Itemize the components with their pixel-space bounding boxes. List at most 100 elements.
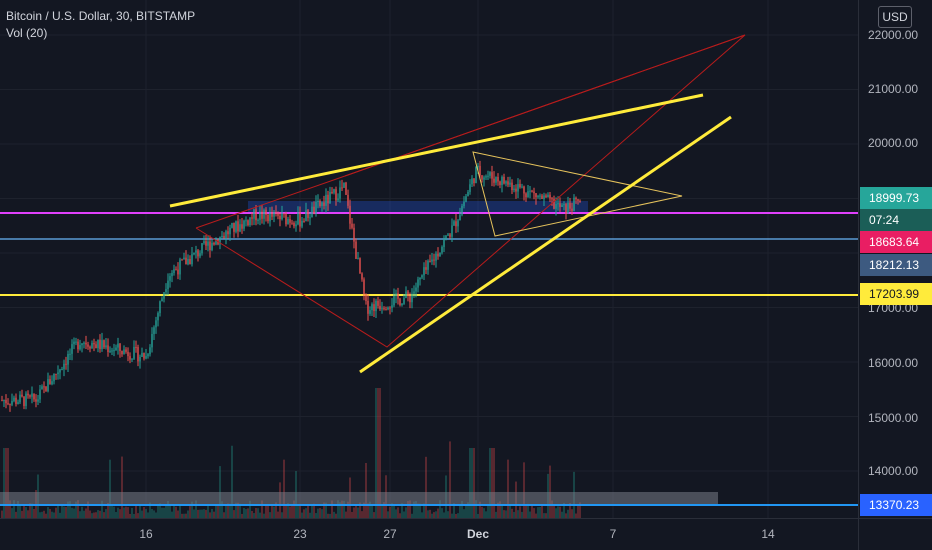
currency-button[interactable]: USD	[878, 6, 912, 28]
volume-bar	[497, 502, 499, 518]
volume-bar	[121, 456, 123, 518]
volume-indicator-label[interactable]: Vol (20)	[6, 26, 48, 40]
volume-bar	[541, 505, 543, 518]
volume-bar	[463, 509, 465, 518]
volume-bar	[307, 504, 309, 518]
candle-body	[109, 350, 111, 352]
candle-body	[1, 400, 3, 402]
candle-body	[101, 340, 103, 349]
volume-bar	[319, 508, 321, 518]
volume-bar	[185, 513, 187, 518]
candle-body	[107, 345, 109, 352]
candle-body	[565, 204, 567, 214]
volume-bar	[517, 510, 519, 518]
volume-bar	[63, 506, 65, 518]
candle-body	[61, 369, 63, 371]
candle-body	[277, 213, 279, 216]
candle-body	[203, 241, 205, 244]
volume-bar	[191, 501, 193, 518]
volume-bar	[555, 508, 557, 518]
candle-body	[185, 257, 187, 265]
volume-bars	[1, 388, 581, 518]
volume-bar	[549, 465, 551, 518]
candle-body	[297, 213, 299, 225]
candle-body	[375, 300, 377, 312]
candle-body	[227, 231, 229, 235]
volume-bar	[233, 510, 235, 518]
candle-body	[249, 217, 251, 226]
candle-body	[191, 254, 193, 265]
candle-body	[429, 260, 431, 262]
volume-bar	[461, 500, 463, 518]
candle-body	[463, 201, 465, 206]
volume-bar	[357, 507, 359, 518]
volume-bar	[469, 448, 471, 518]
volume-bar	[331, 500, 333, 518]
candle-body	[335, 189, 337, 201]
bottom-level-label: 13370.23	[860, 494, 932, 516]
candle-body	[523, 186, 525, 194]
volume-bar	[323, 502, 325, 518]
candle-body	[7, 403, 9, 405]
volume-bar	[287, 503, 289, 518]
horizontal-levels	[0, 212, 858, 506]
candle-body	[129, 356, 131, 360]
volume-bar	[129, 513, 131, 518]
candle-body	[55, 373, 57, 375]
candle-body	[379, 305, 381, 310]
candle-body	[161, 298, 163, 302]
candle-body	[385, 309, 387, 311]
volume-bar	[223, 512, 225, 518]
volume-bar	[127, 507, 129, 518]
volume-bar	[243, 507, 245, 518]
volume-bar	[397, 507, 399, 518]
volume-bar	[167, 500, 169, 518]
volume-bar	[415, 501, 417, 518]
volume-bar	[147, 512, 149, 518]
candle-body	[513, 188, 515, 191]
candle-body	[171, 273, 173, 277]
volume-bar	[259, 512, 261, 518]
candle-body	[221, 235, 223, 237]
volume-bar	[531, 504, 533, 518]
candle-body	[349, 205, 351, 224]
volume-bar	[425, 456, 427, 518]
candle-body	[333, 189, 335, 193]
candle-body	[189, 259, 191, 265]
candle-body	[67, 354, 69, 365]
candle-body	[165, 289, 167, 293]
candle-body	[301, 220, 303, 227]
volume-bar	[69, 501, 71, 518]
candle-body	[151, 334, 153, 348]
candle-body	[481, 175, 483, 180]
volume-bar	[59, 512, 61, 518]
candlesticks	[1, 160, 581, 412]
volume-bar	[441, 508, 443, 518]
volume-bar	[111, 506, 113, 518]
chart-legend: Bitcoin / U.S. Dollar, 30, BITSTAMP Vol …	[6, 8, 195, 42]
volume-bar	[395, 509, 397, 518]
candle-body	[11, 400, 13, 405]
volume-bar	[373, 512, 375, 518]
candle-body	[465, 196, 467, 202]
symbol-title[interactable]: Bitcoin / U.S. Dollar, 30, BITSTAMP	[6, 9, 196, 23]
candle-body	[483, 177, 485, 180]
volume-bar	[165, 504, 167, 518]
volume-bar	[451, 513, 453, 518]
candle-body	[173, 269, 175, 274]
volume-bar	[305, 508, 307, 518]
volume-bar	[157, 504, 159, 518]
candle-body	[253, 209, 255, 219]
volume-bar	[281, 512, 283, 518]
volume-bar	[317, 508, 319, 518]
volume-bar	[521, 511, 523, 518]
candle-body	[167, 280, 169, 290]
candle-body	[423, 267, 425, 276]
candle-body	[369, 310, 371, 314]
volume-bar	[113, 506, 115, 518]
candle-body	[495, 177, 497, 183]
candle-body	[69, 353, 71, 355]
volume-bar	[511, 508, 513, 518]
